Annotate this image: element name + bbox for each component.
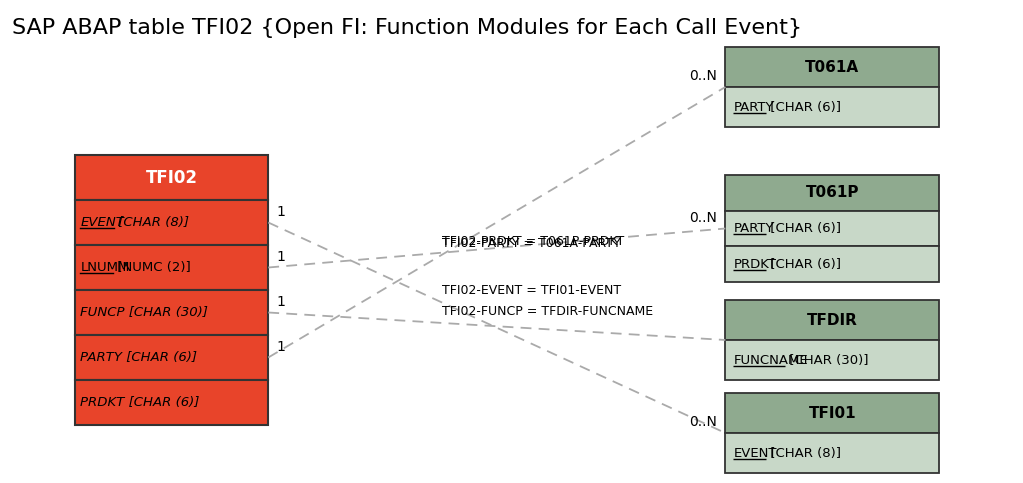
Text: 0..N: 0..N <box>690 211 717 225</box>
Bar <box>75 245 268 290</box>
Bar <box>75 380 268 425</box>
Text: TFDIR: TFDIR <box>807 313 857 327</box>
Text: TFI02-PRDKT = T061P-PRDKT: TFI02-PRDKT = T061P-PRDKT <box>442 235 624 248</box>
Text: PRDKT [CHAR (6)]: PRDKT [CHAR (6)] <box>81 396 199 409</box>
Text: PARTY [CHAR (6)]: PARTY [CHAR (6)] <box>81 351 197 364</box>
Bar <box>725 393 939 433</box>
Text: TFI02-EVENT = TFI01-EVENT: TFI02-EVENT = TFI01-EVENT <box>442 284 621 298</box>
Text: FUNCNAME: FUNCNAME <box>733 354 808 367</box>
Text: FUNCP [CHAR (30)]: FUNCP [CHAR (30)] <box>81 306 209 319</box>
Text: TFI02-PARTY = T061A-PARTY: TFI02-PARTY = T061A-PARTY <box>442 237 621 250</box>
Text: EVENT: EVENT <box>733 446 776 459</box>
Text: T061A: T061A <box>805 59 859 74</box>
Bar <box>725 433 939 473</box>
Text: 0..N: 0..N <box>690 415 717 429</box>
Text: 0..N: 0..N <box>690 69 717 83</box>
Text: [CHAR (6)]: [CHAR (6)] <box>765 257 841 270</box>
Text: PARTY: PARTY <box>733 100 773 114</box>
Bar <box>725 47 939 87</box>
Text: 1: 1 <box>276 204 285 218</box>
Text: T061P: T061P <box>805 185 859 200</box>
Bar <box>725 211 939 246</box>
Bar <box>725 87 939 127</box>
Text: 1: 1 <box>276 295 285 309</box>
Text: [CHAR (8)]: [CHAR (8)] <box>115 216 189 229</box>
Text: EVENT: EVENT <box>81 216 125 229</box>
Text: TFI02-FUNCP = TFDIR-FUNCNAME: TFI02-FUNCP = TFDIR-FUNCNAME <box>442 305 653 318</box>
Text: TFI01: TFI01 <box>808 406 856 421</box>
Text: SAP ABAP table TFI02 {Open FI: Function Modules for Each Call Event}: SAP ABAP table TFI02 {Open FI: Function … <box>12 18 802 38</box>
Text: [CHAR (6)]: [CHAR (6)] <box>765 222 841 235</box>
Text: 1: 1 <box>276 340 285 354</box>
Text: TFI02: TFI02 <box>145 169 197 186</box>
Bar <box>725 300 939 340</box>
Text: [NUMC (2)]: [NUMC (2)] <box>113 261 190 274</box>
Text: 1: 1 <box>276 250 285 264</box>
Bar <box>725 246 939 282</box>
Bar <box>75 200 268 245</box>
Bar <box>75 335 268 380</box>
Bar <box>75 155 268 200</box>
Text: PARTY: PARTY <box>733 222 773 235</box>
Text: PRDKT: PRDKT <box>733 257 776 270</box>
Text: [CHAR (30)]: [CHAR (30)] <box>785 354 869 367</box>
Text: [CHAR (8)]: [CHAR (8)] <box>765 446 841 459</box>
Bar <box>725 340 939 380</box>
Text: LNUMM: LNUMM <box>81 261 130 274</box>
Bar <box>75 290 268 335</box>
Text: [CHAR (6)]: [CHAR (6)] <box>765 100 841 114</box>
Bar <box>725 175 939 211</box>
